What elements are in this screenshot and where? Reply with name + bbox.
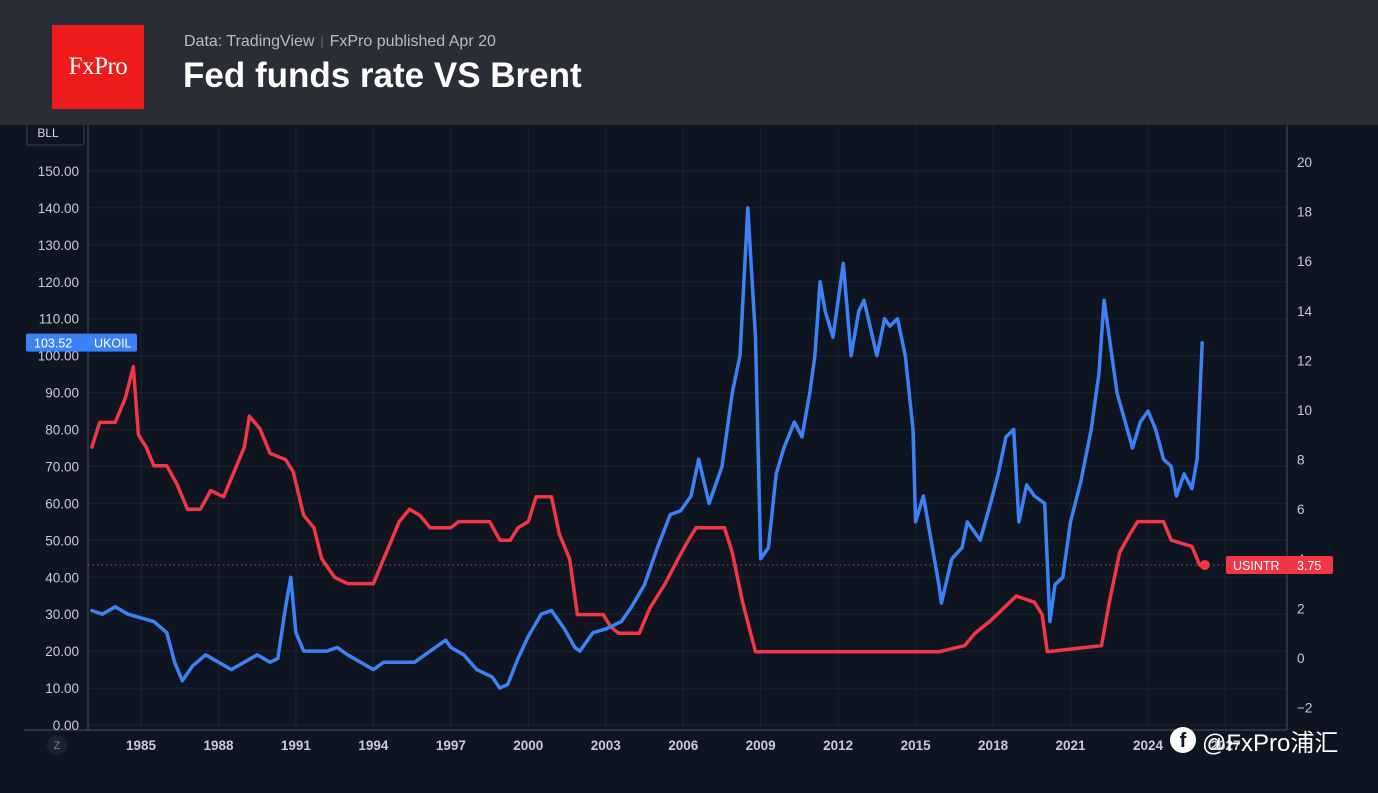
left-tick-label: 70.00 [45, 459, 79, 474]
right-tick-label: 0 [1297, 651, 1305, 666]
reset-zoom-label: Z [54, 740, 61, 752]
watermark: f @FxPro浦汇 [1170, 724, 1339, 757]
right-tick-label: −2 [1297, 701, 1312, 716]
left-tick-label: 10.00 [45, 681, 79, 696]
right-tick-label: 20 [1297, 155, 1312, 170]
x-tick-label: 2012 [823, 738, 853, 753]
left-tick-label: 0.00 [53, 718, 79, 733]
x-tick-label: 2027 [1210, 738, 1240, 753]
ukoil-line [90, 206, 1204, 690]
x-tick-label: 2021 [1056, 738, 1087, 753]
header: FxPro Data: TradingView | FxPro published … [0, 0, 1378, 125]
left-tick-label: 30.00 [45, 607, 79, 622]
right-tick-label: 16 [1297, 254, 1312, 269]
ukoil-value-label [26, 333, 137, 352]
left-tick-label: 90.00 [45, 386, 79, 401]
x-tick-label: 2018 [978, 738, 1009, 753]
ukoil-value-text: 103.52 [34, 337, 72, 351]
x-tick-label: 2015 [901, 738, 932, 753]
left-tick-label: 110.00 [39, 312, 79, 327]
x-tick-label: 2009 [746, 738, 776, 753]
right-tick-label: 10 [1297, 403, 1312, 418]
x-tick-label: 2006 [668, 738, 699, 753]
ukoil-name-text: UKOIL [94, 337, 132, 351]
left-tick-label: 20.00 [45, 644, 79, 659]
x-tick-label: 1985 [126, 738, 157, 753]
x-tick-label: 1988 [203, 738, 234, 753]
right-tick-label: 6 [1297, 502, 1305, 517]
x-tick-label: 1991 [281, 738, 312, 753]
right-tick-label: 12 [1297, 353, 1312, 368]
usintr-line [90, 364, 1207, 654]
subtitle: Data: TradingView | FxPro published Apr 20 [184, 33, 496, 51]
left-tick-label: 50.00 [45, 533, 79, 548]
usintr-value-label [1226, 556, 1333, 574]
chart-svg[interactable]: 0.00 10.00 20.00 30.00 40.00 50.00 60.00 70.00 8… [0, 123, 1378, 788]
published-date: FxPro published Apr 20 [329, 33, 496, 50]
right-tick-label: 8 [1297, 453, 1305, 468]
left-tick-label: 120.00 [38, 275, 79, 290]
left-tick-label: 130.00 [38, 238, 79, 253]
chart-title: Fed funds rate VS Brent [183, 56, 582, 95]
right-tick-label: 14 [1297, 304, 1313, 319]
x-tick-label: 1994 [358, 738, 389, 753]
x-tick-label: 2003 [591, 738, 622, 753]
separator: | [320, 34, 324, 48]
watermark-text: @FxPro浦汇 [1202, 729, 1339, 757]
logo-text: FxPro [68, 53, 128, 80]
right-tick-label: 18 [1297, 205, 1312, 220]
left-tick-label: 150.00 [38, 164, 79, 179]
left-tick-label: 40.00 [45, 570, 79, 585]
x-tick-label: 2024 [1133, 738, 1164, 753]
right-tick-label: 2 [1297, 601, 1305, 616]
usintr-value-text: 3.75 [1297, 559, 1321, 573]
left-tick-label: 100.00 [38, 349, 79, 364]
reset-zoom-button[interactable] [47, 735, 67, 755]
left-tick-label: 140.00 [38, 201, 79, 216]
left-tick-label: 60.00 [45, 496, 79, 511]
left-tick-label: 80.00 [45, 423, 79, 438]
usintr-name-text: USINTR [1233, 559, 1280, 573]
data-source: Data: TradingView [184, 33, 315, 50]
chart-area: 0.00 10.00 20.00 30.00 40.00 50.00 60.00 70.00 8… [0, 123, 1378, 788]
facebook-icon: f [1170, 727, 1196, 753]
symbol-box-label: BLL [37, 126, 59, 140]
fxpro-logo: FxPro [52, 25, 144, 109]
x-tick-label: 2000 [513, 738, 543, 753]
x-tick-label: 1997 [436, 738, 466, 753]
usintr-last-point [1199, 560, 1210, 570]
